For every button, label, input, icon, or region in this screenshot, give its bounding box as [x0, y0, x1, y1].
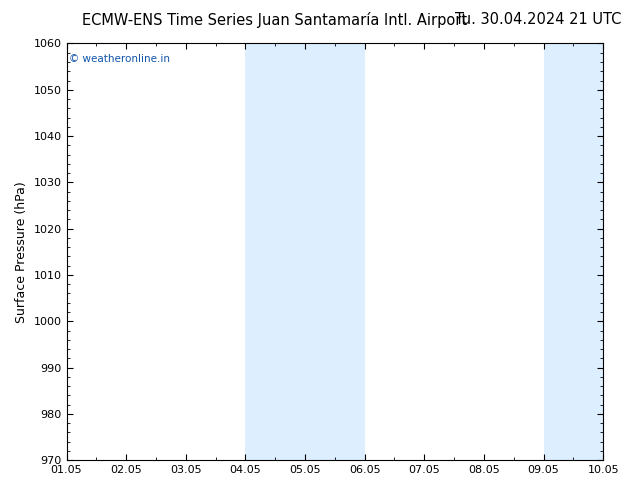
Bar: [543, 44, 603, 460]
Text: Tu. 30.04.2024 21 UTC: Tu. 30.04.2024 21 UTC: [455, 12, 621, 27]
Text: ECMW-ENS Time Series Juan Santamaría Intl. Airport: ECMW-ENS Time Series Juan Santamaría Int…: [82, 12, 467, 28]
Text: © weatheronline.in: © weatheronline.in: [69, 54, 170, 64]
Bar: [245, 44, 365, 460]
Y-axis label: Surface Pressure (hPa): Surface Pressure (hPa): [15, 181, 28, 323]
